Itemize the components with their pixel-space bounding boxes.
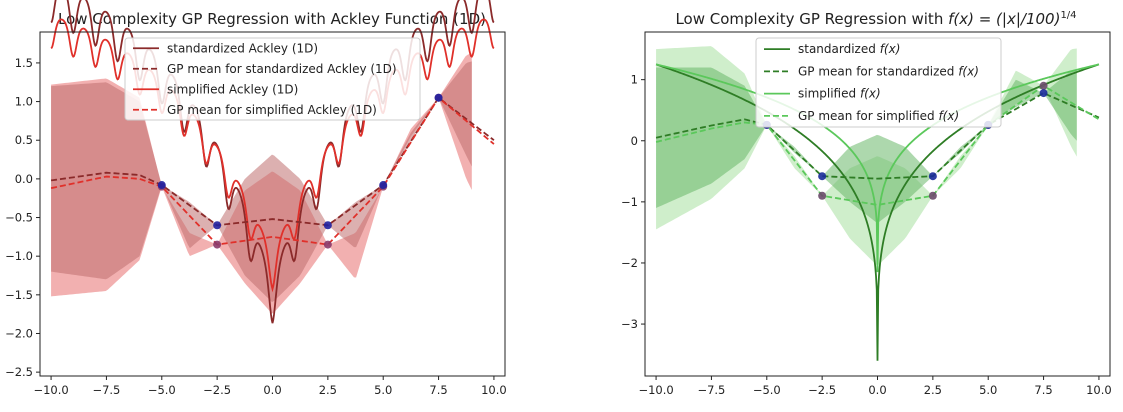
x-tick-label: 5.0 bbox=[979, 383, 997, 397]
chart-title: Low Complexity GP Regression with Ackley… bbox=[58, 10, 486, 28]
observation-point bbox=[1039, 81, 1048, 90]
legend: standardized Ackley (1D) GP mean for stan… bbox=[124, 37, 421, 121]
y-tick-label: −3 bbox=[621, 317, 638, 331]
line-standardized-function bbox=[655, 63, 1100, 361]
observation-point bbox=[818, 191, 827, 200]
legend-box bbox=[124, 37, 421, 121]
x-tick-label: 2.5 bbox=[924, 383, 942, 397]
uncertainty-band-standardized bbox=[656, 67, 1077, 223]
y-tick-label: 0.0 bbox=[15, 172, 33, 186]
x-tick-label: −2.5 bbox=[203, 383, 231, 397]
line-gp-mean-simplified bbox=[655, 84, 1100, 206]
x-tick-label: 7.5 bbox=[1034, 383, 1052, 397]
legend-label: GP mean for standardized f(x) bbox=[798, 64, 979, 78]
y-tick-label: −1.5 bbox=[5, 288, 33, 302]
x-tick-label: −10.0 bbox=[33, 383, 68, 397]
x-tick-label: −7.5 bbox=[92, 383, 120, 397]
line-gp-mean-standardized bbox=[655, 92, 1100, 180]
chart-ackley: Low Complexity GP Regression with Ackley… bbox=[5, 0, 507, 397]
line-gp-mean-standardized bbox=[50, 96, 495, 227]
observation-point bbox=[928, 172, 937, 181]
chart-title: Low Complexity GP Regression with f(x) =… bbox=[675, 10, 1076, 28]
observation-point bbox=[928, 191, 937, 200]
uncertainty-band-standardized bbox=[51, 61, 472, 303]
y-tick-label: 0 bbox=[631, 134, 638, 148]
y-tick-label: −2.0 bbox=[5, 326, 33, 340]
y-tick-label: −2.5 bbox=[5, 365, 33, 379]
observation-point bbox=[213, 221, 222, 230]
x-tick-label: 5.0 bbox=[374, 383, 392, 397]
y-tick-label: −1 bbox=[621, 195, 638, 209]
legend-label: GP mean for simplified Ackley (1D) bbox=[167, 103, 377, 117]
legend-label: standardized f(x) bbox=[798, 42, 900, 56]
observation-point bbox=[379, 181, 388, 190]
y-tick-label: −1.0 bbox=[5, 249, 33, 263]
observation-point bbox=[818, 172, 827, 181]
chart-power-function: Low Complexity GP Regression with f(x) =… bbox=[621, 10, 1112, 397]
x-tick-label: 10.0 bbox=[481, 383, 507, 397]
observation-point bbox=[323, 240, 332, 249]
legend-label: standardized Ackley (1D) bbox=[167, 41, 318, 55]
x-tick-label: −2.5 bbox=[808, 383, 836, 397]
x-tick-label: −10.0 bbox=[638, 383, 673, 397]
y-tick-label: 1.5 bbox=[15, 56, 33, 70]
observation-point bbox=[157, 181, 166, 190]
x-tick-label: −5.0 bbox=[753, 383, 781, 397]
x-tick-label: 10.0 bbox=[1086, 383, 1112, 397]
y-tick-label: −0.5 bbox=[5, 211, 33, 225]
x-tick-label: −7.5 bbox=[697, 383, 725, 397]
y-tick-label: 1 bbox=[631, 73, 638, 87]
observation-point bbox=[213, 240, 222, 249]
legend-box bbox=[755, 37, 1002, 128]
x-tick-label: 7.5 bbox=[429, 383, 447, 397]
legend-label: GP mean for simplified f(x) bbox=[798, 109, 959, 123]
x-tick-label: 0.0 bbox=[868, 383, 886, 397]
line-gp-mean-simplified bbox=[50, 96, 495, 246]
observation-point bbox=[434, 93, 443, 102]
x-tick-label: 2.5 bbox=[319, 383, 337, 397]
y-tick-label: 1.0 bbox=[15, 95, 33, 109]
legend-label: GP mean for standardized Ackley (1D) bbox=[167, 62, 397, 76]
y-tick-label: 0.5 bbox=[15, 133, 33, 147]
x-tick-label: 0.0 bbox=[263, 383, 281, 397]
legend: standardized f(x) GP mean for standardize… bbox=[755, 37, 1002, 128]
line-standardized-function bbox=[50, 0, 495, 324]
observation-point bbox=[1039, 89, 1048, 98]
y-tick-label: −2 bbox=[621, 256, 638, 270]
x-tick-label: −5.0 bbox=[148, 383, 176, 397]
legend-label: simplified f(x) bbox=[798, 87, 881, 101]
legend-label: simplified Ackley (1D) bbox=[167, 82, 298, 96]
observation-point bbox=[323, 221, 332, 230]
line-simplified-function bbox=[655, 63, 1100, 273]
